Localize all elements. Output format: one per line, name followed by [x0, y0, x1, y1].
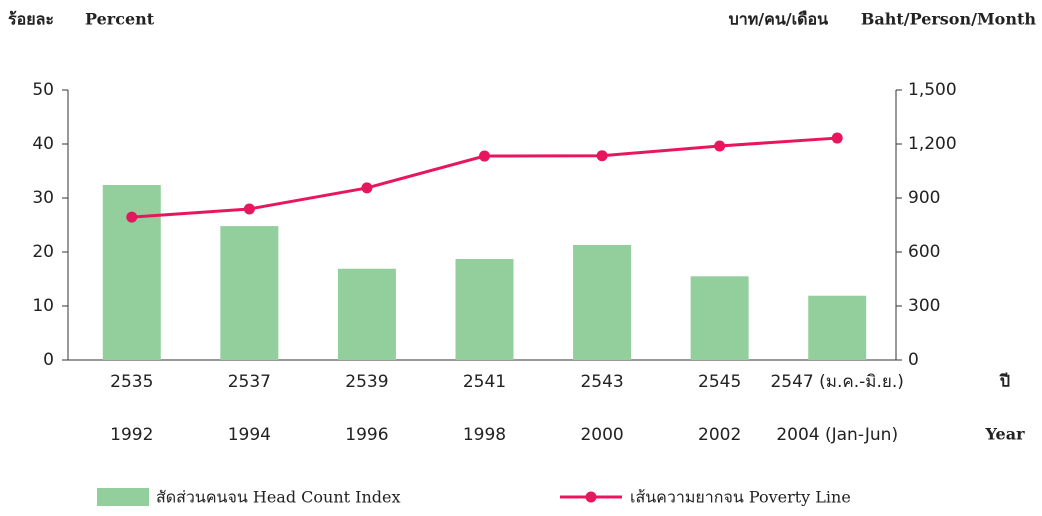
- x-label-en: Year: [984, 425, 1025, 444]
- bar: [102, 185, 161, 360]
- x-tick-label: 2547 (ม.ค.-มิ.ย.): [770, 372, 903, 392]
- legend-swatch: [97, 488, 149, 506]
- x-tick-label: 2545: [698, 372, 741, 392]
- line-point: [714, 140, 726, 152]
- y-tick-label: 50: [32, 80, 54, 100]
- bar: [220, 226, 279, 360]
- x-tick-label-en: 1994: [228, 425, 271, 445]
- y2-tick-label: 300: [908, 296, 940, 316]
- line-point: [596, 150, 608, 162]
- right-unit-en: Baht/Person/Month: [861, 10, 1037, 29]
- x-tick-label: 2537: [228, 372, 271, 392]
- line-point: [831, 132, 843, 144]
- bar: [573, 244, 632, 360]
- bar: [808, 295, 867, 360]
- line-point: [361, 182, 373, 194]
- x-tick-label-en: 2000: [580, 425, 623, 445]
- x-tick-label-en: 1992: [110, 425, 153, 445]
- x-tick-label-en: 2004 (Jan-Jun): [776, 425, 898, 445]
- y2-tick-label: 600: [908, 242, 940, 262]
- bar: [337, 268, 396, 360]
- bar: [455, 259, 514, 360]
- legend-label: สัดส่วนคนจน Head Count Index: [156, 488, 401, 507]
- line: [131, 136, 838, 219]
- right-unit-th: บาท/คน/เดือน: [729, 10, 828, 29]
- y-tick-label: 0: [43, 350, 54, 370]
- y-tick-label: 20: [32, 242, 54, 262]
- x-tick-label: 2539: [345, 372, 388, 392]
- y-tick-label: 10: [32, 296, 54, 316]
- y2-tick-label: 1,200: [908, 134, 957, 154]
- legend-marker: [585, 491, 597, 503]
- x-label-th: ปี: [999, 372, 1011, 391]
- y2-tick-label: 0: [908, 350, 919, 370]
- line-point: [479, 150, 490, 162]
- line-point: [243, 203, 255, 215]
- y-tick-label: 30: [32, 188, 54, 208]
- left-unit-en: Percent: [85, 10, 155, 29]
- line-point: [126, 211, 138, 223]
- legend-label: เส้นความยากจน Poverty Line: [630, 488, 851, 507]
- x-tick-label-en: 1998: [463, 425, 506, 445]
- y-tick-label: 40: [32, 134, 54, 154]
- x-tick-label: 2541: [463, 372, 506, 392]
- x-tick-label-en: 2002: [698, 425, 741, 445]
- x-tick-label: 2543: [580, 372, 623, 392]
- y2-tick-label: 900: [908, 188, 940, 208]
- left-unit-th: ร้อยละ: [8, 10, 54, 29]
- bar: [690, 276, 749, 360]
- y2-tick-label: 1,500: [908, 80, 957, 100]
- x-tick-label-en: 1996: [345, 425, 388, 445]
- x-tick-label: 2535: [110, 372, 153, 392]
